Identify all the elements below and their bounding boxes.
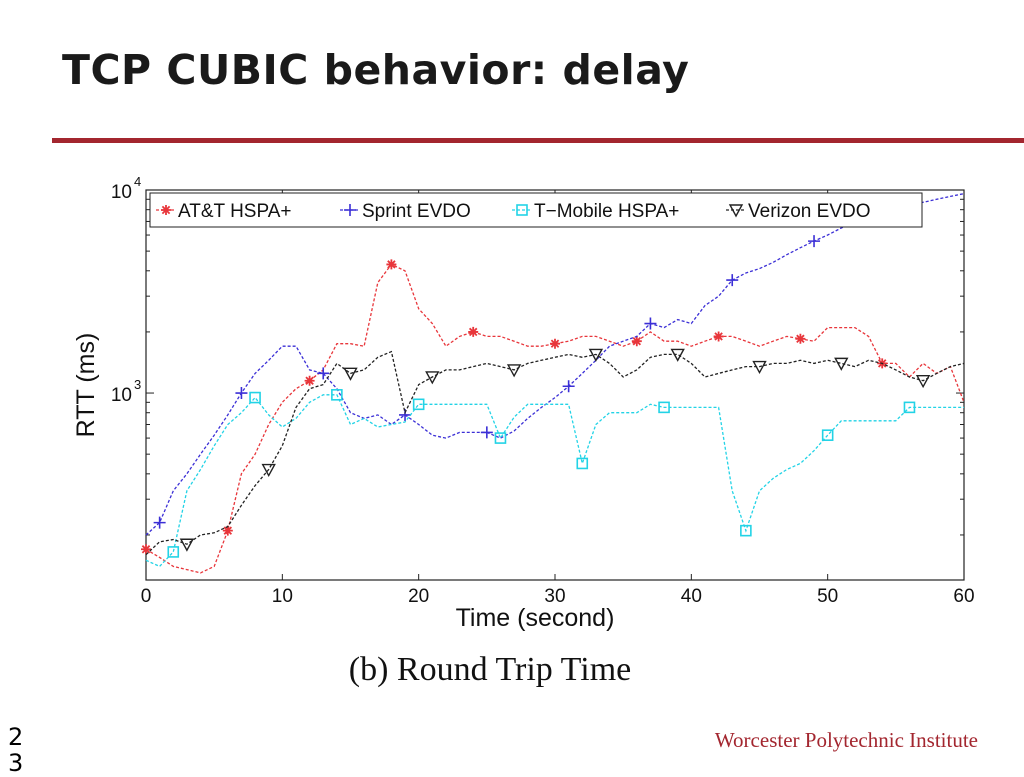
x-tick-label: 20 bbox=[408, 586, 429, 607]
data-point-square bbox=[577, 458, 587, 468]
series-star bbox=[141, 259, 964, 572]
data-point-star bbox=[632, 336, 642, 346]
data-point-plus bbox=[481, 426, 493, 438]
series-line bbox=[146, 395, 964, 567]
slide-title: TCP CUBIC behavior: delay bbox=[62, 46, 689, 94]
data-point-square bbox=[495, 433, 505, 443]
data-point-square bbox=[168, 547, 178, 557]
plot-frame bbox=[146, 190, 964, 580]
data-point-square bbox=[250, 393, 260, 403]
data-point-star bbox=[468, 327, 478, 337]
rtt-chart-figure: 0 10 20 30 40 50 60 10 3 10 4 AT&T HSPA+ Sprint EV… bbox=[60, 170, 990, 695]
x-tick-label: 40 bbox=[681, 586, 702, 607]
legend-label: AT&T HSPA+ bbox=[178, 201, 292, 222]
chart-caption: (b) Round Trip Time bbox=[349, 651, 632, 688]
y-tick-label-exp: 3 bbox=[134, 377, 141, 392]
data-point-star bbox=[550, 339, 560, 349]
series-group bbox=[141, 194, 964, 573]
series-square bbox=[146, 390, 964, 567]
data-point-triangle bbox=[835, 358, 847, 369]
legend-marker-star bbox=[161, 205, 171, 215]
legend-label: Verizon EVDO bbox=[748, 201, 871, 222]
x-tick-label: 60 bbox=[953, 586, 974, 607]
legend-label: T−Mobile HSPA+ bbox=[534, 201, 679, 222]
series-triangle bbox=[146, 349, 964, 554]
series-line bbox=[146, 352, 964, 555]
data-point-plus bbox=[235, 387, 247, 399]
data-point-plus bbox=[644, 318, 656, 330]
data-point-plus bbox=[399, 409, 411, 421]
x-axis-label: Time (second) bbox=[456, 604, 615, 632]
data-point-star bbox=[386, 259, 396, 269]
y-tick-label-base: 10 bbox=[111, 385, 132, 406]
y-tick-label-base: 10 bbox=[111, 182, 132, 203]
data-point-plus bbox=[726, 274, 738, 286]
x-tick-label: 0 bbox=[141, 586, 152, 607]
y-tick-label-exp: 4 bbox=[134, 174, 141, 189]
legend: AT&T HSPA+ Sprint EVDO T−Mobile HSPA+ Veriz… bbox=[150, 193, 922, 227]
x-tick-label: 10 bbox=[272, 586, 293, 607]
x-tick-label: 50 bbox=[817, 586, 838, 607]
title-divider bbox=[52, 138, 1024, 143]
y-axis-label: RTT (ms) bbox=[72, 333, 100, 438]
x-axis-ticks: 0 10 20 30 40 50 60 bbox=[141, 190, 975, 607]
data-point-star bbox=[141, 544, 151, 554]
series-line bbox=[146, 264, 964, 573]
footer-institution: Worcester Polytechnic Institute bbox=[715, 728, 978, 753]
data-point-star bbox=[795, 334, 805, 344]
data-point-star bbox=[714, 331, 724, 341]
data-point-star bbox=[305, 376, 315, 386]
data-point-plus bbox=[808, 235, 820, 247]
legend-label: Sprint EVDO bbox=[362, 201, 471, 222]
page-number: 23 bbox=[8, 724, 30, 776]
series-line bbox=[146, 194, 964, 535]
series-plus bbox=[146, 194, 964, 535]
data-point-triangle bbox=[672, 349, 684, 360]
